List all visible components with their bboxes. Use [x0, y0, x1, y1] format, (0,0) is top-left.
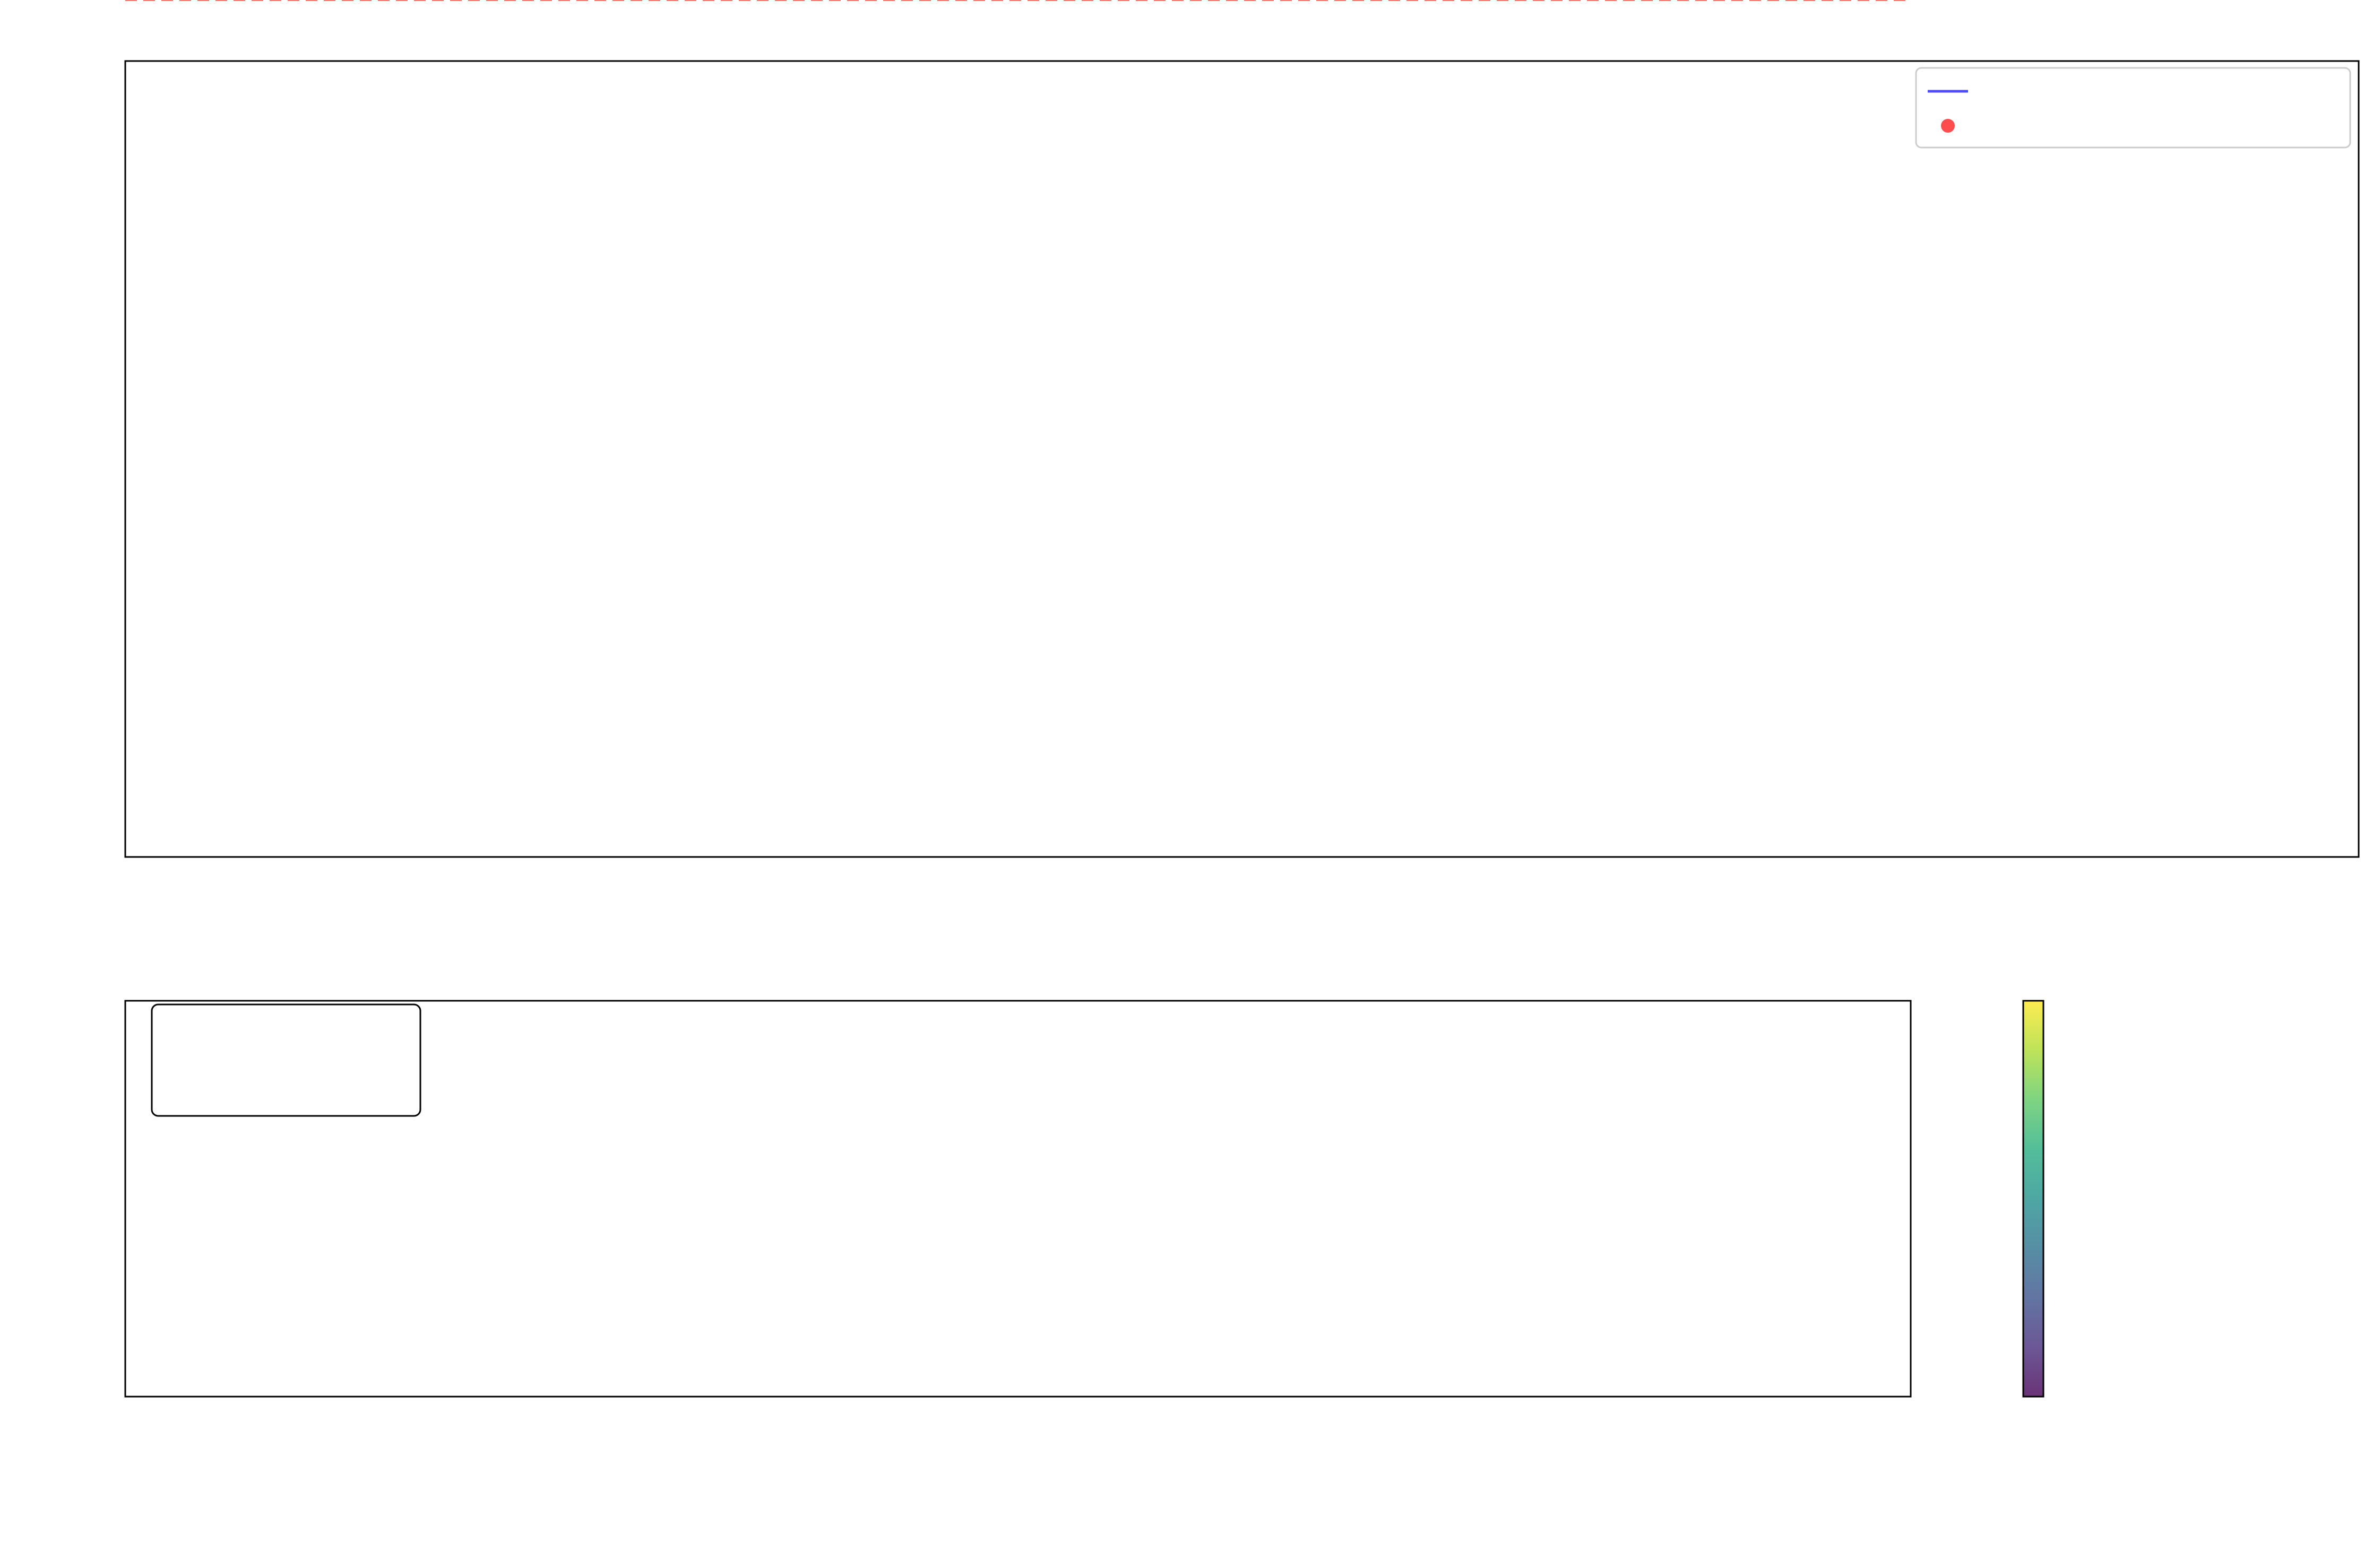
- top-panel: [124, 60, 2360, 858]
- top-legend: [1915, 67, 2351, 149]
- top-axes-frame: [124, 60, 2360, 858]
- bottom-axes-frame: [124, 1000, 1912, 1398]
- stats-box: [151, 1003, 421, 1117]
- legend-dot-swatch: [1941, 119, 1955, 133]
- legend-frame: [1915, 67, 2351, 149]
- stats-box-frame: [151, 1003, 421, 1117]
- bottom-panel: [124, 0, 2044, 1398]
- colorbar: [2022, 1000, 2044, 1398]
